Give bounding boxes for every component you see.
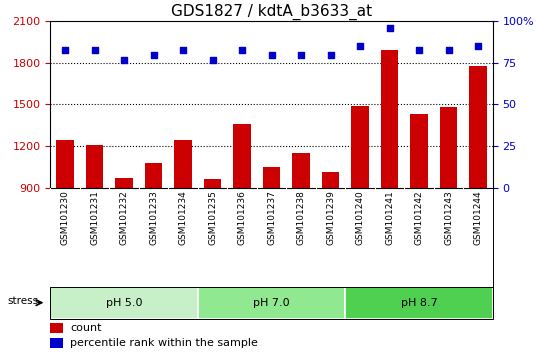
Text: count: count (71, 323, 102, 333)
Bar (50, 338, 63, 348)
Bar (198, 287, 346, 319)
Bar (381, 50, 398, 188)
Text: pH 5.0: pH 5.0 (106, 298, 142, 308)
Bar (86, 145, 104, 188)
Bar (292, 153, 310, 188)
Point (60, 47, 69, 52)
Bar (322, 172, 339, 188)
Bar (410, 114, 428, 188)
Bar (115, 178, 133, 188)
Text: GSM101242: GSM101242 (414, 190, 423, 245)
Text: GSM101238: GSM101238 (297, 190, 306, 245)
Bar (204, 179, 221, 188)
Point (90, 47, 99, 52)
Text: GSM101239: GSM101239 (326, 190, 335, 245)
Point (179, 47, 188, 52)
Bar (469, 65, 487, 188)
Bar (351, 106, 369, 188)
Text: GSM101240: GSM101240 (356, 190, 365, 245)
Point (297, 52, 306, 57)
Bar (50, 323, 63, 333)
Bar (440, 107, 458, 188)
Bar (346, 287, 493, 319)
Point (149, 52, 158, 57)
Text: GSM101236: GSM101236 (237, 190, 246, 245)
Bar (174, 140, 192, 188)
Point (120, 57, 129, 62)
Title: GDS1827 / kdtA_b3633_at: GDS1827 / kdtA_b3633_at (171, 4, 372, 20)
Bar (50, 287, 198, 319)
Text: pH 7.0: pH 7.0 (253, 298, 290, 308)
Point (267, 52, 276, 57)
Point (474, 44, 483, 49)
Text: GSM101231: GSM101231 (90, 190, 99, 245)
Point (356, 44, 365, 49)
Point (444, 47, 453, 52)
Text: GSM101233: GSM101233 (149, 190, 158, 245)
Text: GSM101235: GSM101235 (208, 190, 217, 245)
Point (326, 52, 335, 57)
Bar (145, 163, 162, 188)
Text: GSM101237: GSM101237 (267, 190, 276, 245)
Text: GSM101232: GSM101232 (120, 190, 129, 245)
Point (414, 47, 423, 52)
Text: pH 8.7: pH 8.7 (401, 298, 437, 308)
Text: GSM101243: GSM101243 (444, 190, 453, 245)
Bar (57, 141, 74, 188)
Text: GSM101234: GSM101234 (179, 190, 188, 245)
Point (237, 47, 246, 52)
Point (385, 25, 394, 31)
Text: percentile rank within the sample: percentile rank within the sample (71, 338, 258, 348)
Text: stress: stress (7, 296, 39, 306)
Text: GSM101241: GSM101241 (385, 190, 394, 245)
Text: GSM101244: GSM101244 (474, 190, 483, 245)
Point (208, 57, 217, 62)
Text: GSM101230: GSM101230 (60, 190, 69, 245)
Bar (263, 167, 281, 188)
Bar (234, 124, 251, 188)
